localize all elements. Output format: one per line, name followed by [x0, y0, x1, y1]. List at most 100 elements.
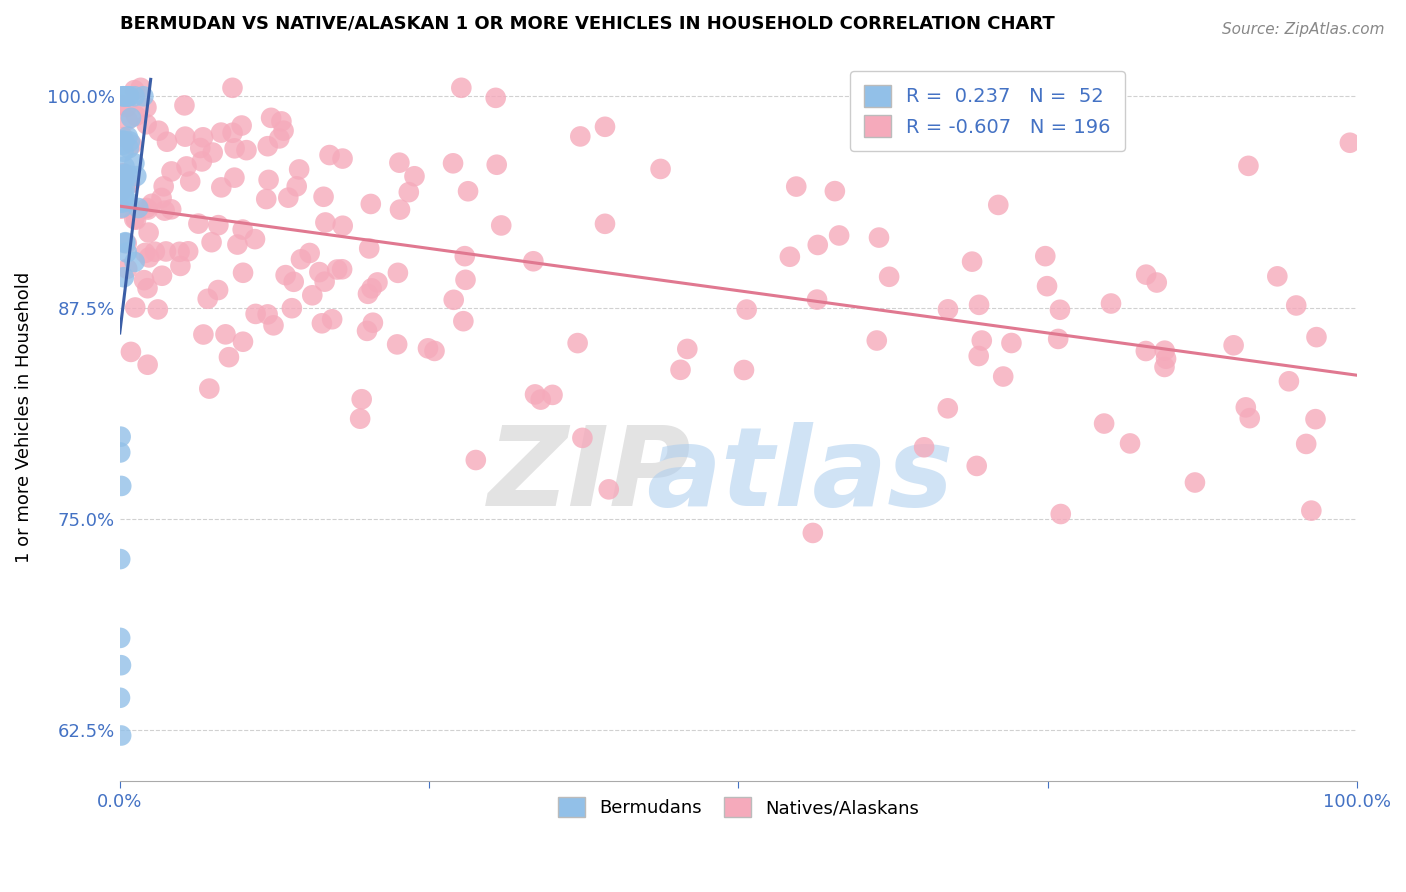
Point: [1305, 330, 1327, 344]
Point: [967, 298, 990, 312]
Point: [464, 453, 486, 467]
Point: [191, 154, 214, 169]
Point: [311, 316, 333, 330]
Point: [108, 552, 131, 566]
Point: [143, 244, 166, 259]
Point: [193, 327, 215, 342]
Point: [118, 141, 141, 155]
Point: [457, 184, 479, 198]
Point: [125, 212, 148, 227]
Point: [416, 342, 439, 356]
Point: [197, 292, 219, 306]
Point: [218, 350, 240, 364]
Point: [112, 89, 135, 103]
Point: [110, 729, 132, 743]
Point: [1301, 503, 1323, 517]
Point: [110, 202, 132, 216]
Point: [115, 245, 138, 260]
Point: [330, 262, 353, 277]
Point: [111, 195, 134, 210]
Point: [152, 179, 174, 194]
Point: [243, 232, 266, 246]
Point: [207, 283, 229, 297]
Point: [676, 342, 699, 356]
Point: [1295, 437, 1317, 451]
Point: [146, 302, 169, 317]
Point: [454, 249, 477, 263]
Point: [806, 293, 828, 307]
Point: [388, 202, 411, 217]
Point: [118, 177, 141, 191]
Text: Source: ZipAtlas.com: Source: ZipAtlas.com: [1222, 22, 1385, 37]
Point: [567, 336, 589, 351]
Point: [360, 281, 382, 295]
Point: [256, 139, 278, 153]
Point: [290, 252, 312, 267]
Point: [117, 89, 139, 103]
Point: [114, 182, 136, 196]
Point: [441, 156, 464, 170]
Point: [1222, 338, 1244, 352]
Point: [111, 130, 134, 145]
Point: [1153, 343, 1175, 358]
Point: [361, 316, 384, 330]
Point: [115, 261, 138, 276]
Legend: Bermudans, Natives/Alaskans: Bermudans, Natives/Alaskans: [548, 788, 928, 827]
Point: [136, 202, 159, 217]
Point: [1239, 411, 1261, 425]
Point: [160, 164, 183, 178]
Point: [404, 169, 426, 184]
Point: [176, 160, 198, 174]
Point: [260, 111, 283, 125]
Point: [111, 171, 134, 186]
Point: [169, 244, 191, 259]
Point: [326, 262, 349, 277]
Point: [571, 431, 593, 445]
Point: [221, 80, 243, 95]
Point: [224, 170, 246, 185]
Point: [356, 324, 378, 338]
Point: [360, 197, 382, 211]
Point: [121, 137, 143, 152]
Point: [807, 238, 830, 252]
Point: [155, 244, 177, 259]
Point: [111, 176, 134, 190]
Point: [108, 690, 131, 705]
Point: [801, 525, 824, 540]
Point: [283, 275, 305, 289]
Point: [312, 190, 335, 204]
Point: [301, 288, 323, 302]
Point: [115, 89, 138, 103]
Point: [156, 135, 179, 149]
Point: [112, 172, 135, 186]
Point: [187, 217, 209, 231]
Point: [387, 266, 409, 280]
Point: [298, 246, 321, 260]
Point: [254, 192, 277, 206]
Point: [993, 369, 1015, 384]
Point: [135, 117, 157, 131]
Point: [150, 268, 173, 283]
Point: [967, 349, 990, 363]
Point: [108, 631, 131, 645]
Point: [1049, 507, 1071, 521]
Point: [117, 168, 139, 182]
Point: [1099, 296, 1122, 310]
Point: [1305, 412, 1327, 426]
Point: [308, 265, 330, 279]
Point: [112, 134, 135, 148]
Point: [1153, 359, 1175, 374]
Point: [150, 191, 173, 205]
Point: [179, 174, 201, 188]
Y-axis label: 1 or more Vehicles in Household: 1 or more Vehicles in Household: [15, 272, 32, 563]
Point: [110, 430, 132, 444]
Point: [136, 358, 159, 372]
Point: [111, 194, 134, 208]
Point: [349, 411, 371, 425]
Point: [285, 179, 308, 194]
Point: [124, 83, 146, 97]
Point: [960, 254, 983, 268]
Point: [135, 100, 157, 114]
Point: [866, 334, 889, 348]
Point: [114, 235, 136, 250]
